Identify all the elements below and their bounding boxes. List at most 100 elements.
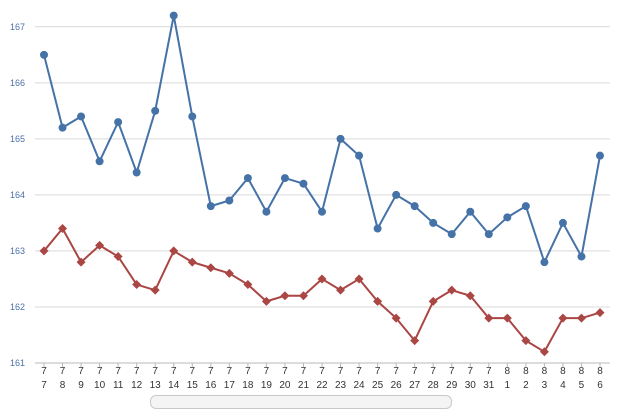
data-point[interactable] <box>280 291 290 301</box>
data-point[interactable] <box>336 134 345 143</box>
data-point[interactable] <box>336 285 346 295</box>
data-point[interactable] <box>465 291 475 301</box>
x-tick-day: 21 <box>298 380 310 391</box>
x-tick-day: 22 <box>316 380 328 391</box>
y-tick-label: 167 <box>10 22 25 32</box>
x-tick-month: 8 <box>560 366 566 377</box>
x-tick-day: 29 <box>446 380 458 391</box>
x-tick-day: 24 <box>354 380 366 391</box>
x-axis <box>35 362 610 367</box>
data-point[interactable] <box>206 202 215 211</box>
x-tick-month: 8 <box>523 366 529 377</box>
x-tick-month: 7 <box>319 366 325 377</box>
data-point[interactable] <box>132 280 142 290</box>
data-point[interactable] <box>151 106 160 115</box>
data-point[interactable] <box>95 240 105 250</box>
data-point[interactable] <box>317 274 327 284</box>
data-point[interactable] <box>503 213 512 222</box>
data-point[interactable] <box>40 50 48 59</box>
data-point[interactable] <box>77 112 86 121</box>
data-point[interactable] <box>188 112 197 121</box>
gridlines <box>35 26 610 308</box>
data-point[interactable] <box>169 11 178 20</box>
data-point[interactable] <box>596 151 604 160</box>
x-tick-month: 7 <box>375 366 381 377</box>
data-point[interactable] <box>391 313 401 323</box>
chart-scrollbar[interactable] <box>150 395 452 409</box>
y-tick-label: 161 <box>10 358 25 368</box>
data-point[interactable] <box>280 174 289 183</box>
data-point[interactable] <box>447 285 457 295</box>
data-point[interactable] <box>429 218 438 227</box>
x-tick-month: 7 <box>356 366 362 377</box>
data-point[interactable] <box>169 246 179 256</box>
data-point[interactable] <box>521 336 531 346</box>
x-tick-day: 27 <box>409 380 421 391</box>
x-tick-month: 7 <box>189 366 195 377</box>
x-tick-month: 7 <box>301 366 307 377</box>
x-tick-day: 18 <box>242 380 254 391</box>
x-tick-day: 26 <box>391 380 403 391</box>
data-point[interactable] <box>150 285 160 295</box>
series-line <box>43 227 601 353</box>
data-point[interactable] <box>410 202 419 211</box>
data-point[interactable] <box>392 190 401 199</box>
x-tick-day: 4 <box>560 380 566 391</box>
data-point[interactable] <box>521 202 530 211</box>
x-tick-month: 8 <box>505 366 511 377</box>
x-tick-month: 7 <box>467 366 473 377</box>
x-tick-month: 7 <box>264 366 270 377</box>
x-tick-day: 7 <box>41 380 47 391</box>
x-tick-month: 7 <box>449 366 455 377</box>
data-point[interactable] <box>187 257 197 267</box>
data-point[interactable] <box>224 268 234 278</box>
data-point[interactable] <box>484 313 494 323</box>
data-point[interactable] <box>428 296 438 306</box>
data-point[interactable] <box>299 179 308 188</box>
data-point[interactable] <box>95 157 104 166</box>
data-point[interactable] <box>318 207 326 216</box>
data-point[interactable] <box>577 252 586 261</box>
data-point[interactable] <box>298 291 308 301</box>
data-point[interactable] <box>410 336 420 346</box>
x-tick-day: 5 <box>579 380 585 391</box>
data-point[interactable] <box>243 280 253 290</box>
data-point[interactable] <box>540 258 549 267</box>
data-point[interactable] <box>58 224 68 234</box>
x-tick-month: 8 <box>597 366 603 377</box>
data-point[interactable] <box>373 296 383 306</box>
data-point[interactable] <box>76 257 86 267</box>
data-point[interactable] <box>206 263 216 273</box>
data-point[interactable] <box>114 118 123 127</box>
data-point[interactable] <box>484 230 493 239</box>
x-tick-day: 14 <box>168 380 180 391</box>
x-tick-day: 3 <box>542 380 548 391</box>
series-1 <box>40 11 604 267</box>
data-point[interactable] <box>466 207 475 216</box>
y-tick-label: 164 <box>10 190 25 200</box>
data-point[interactable] <box>595 308 605 318</box>
data-point[interactable] <box>502 313 512 323</box>
x-tick-month: 8 <box>542 366 548 377</box>
data-point[interactable] <box>373 224 382 233</box>
x-tick-day: 30 <box>465 380 477 391</box>
data-point[interactable] <box>39 246 49 256</box>
data-point[interactable] <box>113 252 123 262</box>
data-point[interactable] <box>447 230 456 239</box>
x-tick-day: 19 <box>261 380 273 391</box>
data-point[interactable] <box>225 196 234 205</box>
y-tick-label: 165 <box>10 134 25 144</box>
data-point[interactable] <box>58 123 67 132</box>
data-point[interactable] <box>243 174 252 183</box>
data-point[interactable] <box>355 151 364 160</box>
data-point[interactable] <box>558 313 568 323</box>
data-point[interactable] <box>132 168 141 177</box>
data-point[interactable] <box>558 218 567 227</box>
data-point[interactable] <box>539 347 549 357</box>
data-point[interactable] <box>262 207 271 216</box>
data-point[interactable] <box>261 296 271 306</box>
data-point[interactable] <box>354 274 364 284</box>
data-point[interactable] <box>576 313 586 323</box>
y-tick-label: 162 <box>10 302 25 312</box>
